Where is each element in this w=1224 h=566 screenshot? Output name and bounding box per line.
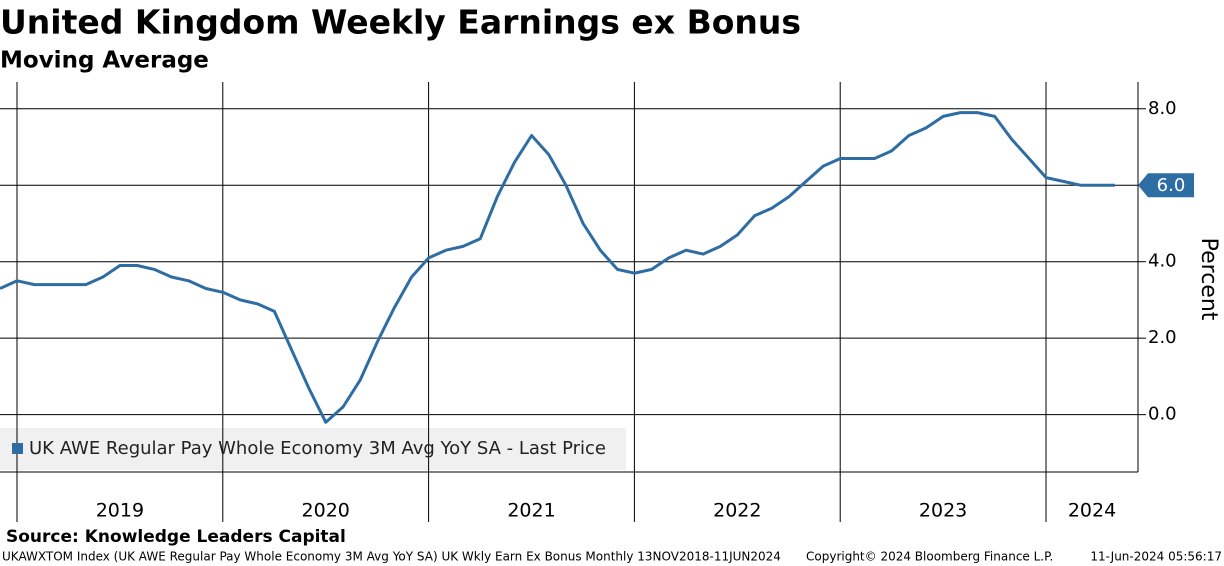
y-tick-label: 0.0 [1148, 404, 1177, 425]
last-price-tag [1138, 173, 1194, 198]
chart-title: United Kingdom Weekly Earnings ex Bonus [0, 3, 801, 42]
x-tick-label: 2020 [302, 500, 350, 522]
x-tick-label: 2023 [919, 500, 967, 522]
footer: UKAWXTOM Index (UK AWE Regular Pay Whole… [2, 550, 781, 564]
x-tick-label: 2021 [507, 500, 555, 522]
y-tick-label: 2.0 [1148, 327, 1177, 348]
legend-label: UK AWE Regular Pay Whole Economy 3M Avg … [29, 438, 606, 459]
x-tick-label: 2019 [96, 500, 144, 522]
chart-subtitle: Moving Average [0, 48, 209, 74]
legend-swatch [12, 443, 23, 454]
x-tick-label: 2022 [713, 500, 761, 522]
footer: 11-Jun-2024 05:56:17 [1090, 550, 1222, 564]
line [0, 111, 1115, 424]
source: Source: Knowledge Leaders Capital [6, 527, 346, 547]
x-tick-label: 2024 [1068, 500, 1116, 522]
legend-box [0, 428, 626, 470]
last-price-label: 6.0 [1157, 175, 1186, 196]
y-tick-label: 8.0 [1148, 98, 1177, 119]
y-tick-label: 4.0 [1148, 251, 1177, 272]
y-axis-label: Percent [1196, 238, 1221, 321]
footer: Copyright© 2024 Bloomberg Finance L.P. [806, 550, 1053, 564]
